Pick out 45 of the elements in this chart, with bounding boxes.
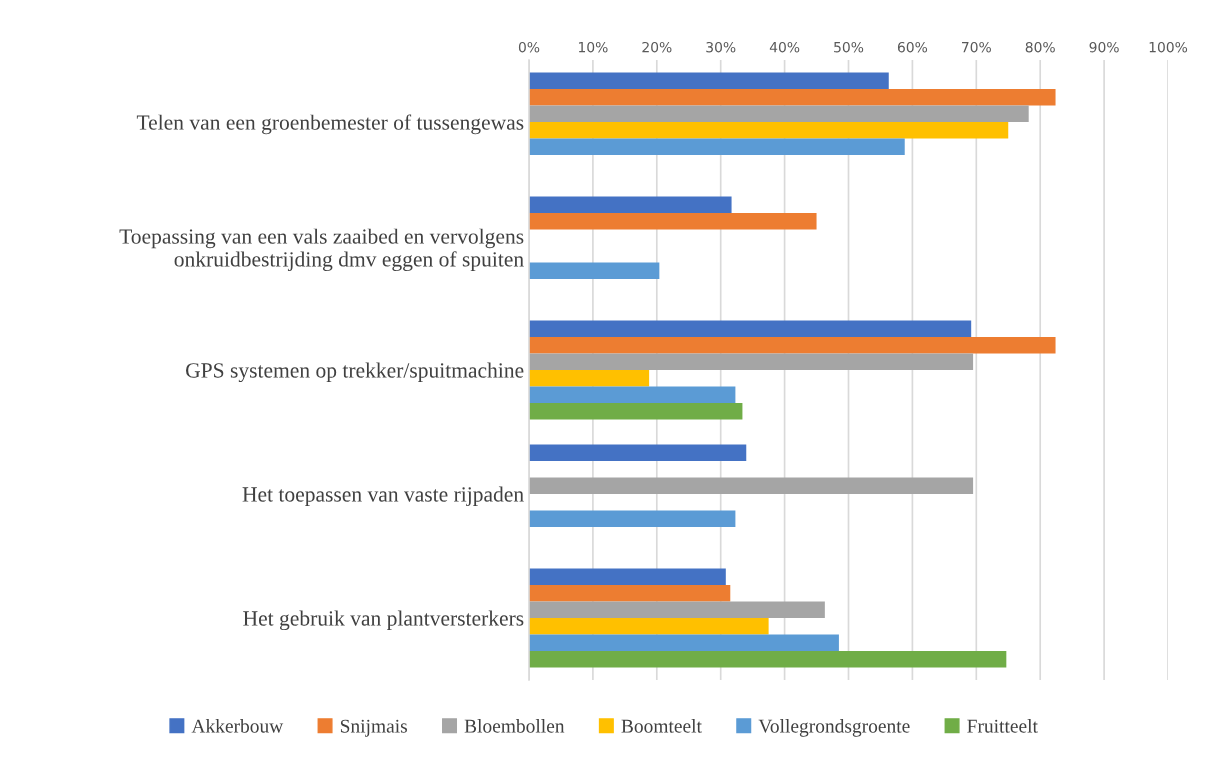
bar [529,196,732,213]
bar [529,477,974,494]
bar [529,105,1029,122]
x-tick-label: 60% [897,41,928,53]
bar [529,403,743,420]
y-tick-label: Toepassing van een vals zaaibed en vervolgens onkruidbestrijding dmv eggen of spuiten [119,228,524,272]
y-tick-label: Telen van een groenbemester of tussengewas [136,114,524,135]
legend-label: Vollegrondsgroente [758,719,910,737]
x-tick-label: 50% [834,41,864,53]
x-tick-label: 90% [1089,41,1119,53]
y-tick-label: GPS systemen op trekker/spuitmachine [186,362,524,383]
y-tick-label: Het gebruik van plantversterkers [243,610,524,631]
bar [529,138,905,156]
bar [529,584,731,602]
bar [529,262,660,280]
bar [529,353,974,370]
x-tick-label: 70% [962,41,991,53]
legend-label: Fruitteelt [967,719,1038,733]
x-tick-label: 20% [642,41,672,53]
x-tick-label: 0% [518,41,540,53]
bar [529,212,817,230]
bar [529,601,825,618]
legend-label: Bloembollen [464,719,565,733]
bar [529,651,1007,668]
bar [529,88,1056,106]
x-tick-label: 10% [578,41,608,53]
bar [529,634,839,652]
bar [529,370,650,387]
bar [529,568,726,585]
x-tick-label: 100% [1149,41,1188,53]
legend-label: Boomteelt [621,719,702,733]
x-tick-label: 40% [769,41,800,53]
bar [529,122,1009,139]
bar [529,510,736,528]
bar [529,444,747,461]
x-tick-label: 30% [706,41,736,53]
legend-label: Akkerbouw [191,719,284,733]
y-tick-label: Het toepassen van vaste rijpaden [242,486,524,507]
bar [529,336,1056,354]
legend-label: Snijmais [340,719,407,737]
x-tick-label: 80% [1025,41,1055,53]
bar [529,320,972,337]
bar [529,618,769,635]
bar [529,72,889,89]
bar [529,386,736,404]
